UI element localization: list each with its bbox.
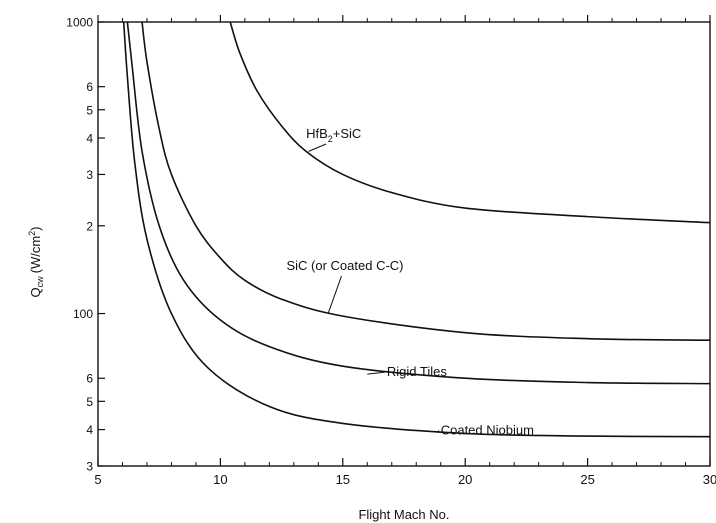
series-label: SiC (or Coated C-C): [286, 258, 403, 273]
x-axis-label: Flight Mach No.: [358, 507, 449, 522]
y-axis-label: Qcw(W/cm2): [27, 226, 45, 297]
y-tick-label: 100: [73, 307, 93, 321]
axis-ticks: 5 10 15 20 25 30 3 4 5 6 100 2 3 4 5 6 1000: [66, 15, 716, 487]
plot-frame: [97, 21, 711, 467]
series-label: Coated Niobium: [441, 422, 534, 437]
series-label: HfB2+SiC: [306, 126, 361, 144]
label-leader: [308, 143, 327, 152]
y-tick-label: 1000: [66, 16, 93, 30]
x-tick-label: 20: [458, 472, 472, 487]
y-tick-label: 6: [86, 372, 93, 386]
series-line: [141, 21, 711, 342]
series-lines: [122, 21, 711, 438]
y-tick-label: 5: [86, 395, 93, 409]
y-tick-label: 3: [86, 460, 93, 474]
x-tick-label: 10: [213, 472, 227, 487]
x-tick-label: 15: [336, 472, 350, 487]
y-tick-label: 5: [86, 103, 93, 117]
series-line: [122, 21, 711, 438]
y-tick-label: 4: [86, 132, 93, 146]
y-tick-label: 2: [86, 219, 93, 233]
y-tick-label: 6: [86, 80, 93, 94]
series-labels: HfB2+SiC SiC (or Coated C-C) Rigid Tiles Co…: [286, 126, 533, 437]
y-tick-label: 4: [86, 423, 93, 437]
x-tick-label: 5: [94, 472, 101, 487]
series-label: Rigid Tiles: [387, 364, 447, 379]
x-tick-label: 30: [703, 472, 716, 487]
x-tick-label: 25: [580, 472, 594, 487]
y-tick-label: 3: [86, 168, 93, 182]
label-leader: [327, 275, 342, 314]
series-line: [229, 21, 711, 224]
series-line: [126, 21, 711, 385]
label-leader: [367, 371, 385, 375]
